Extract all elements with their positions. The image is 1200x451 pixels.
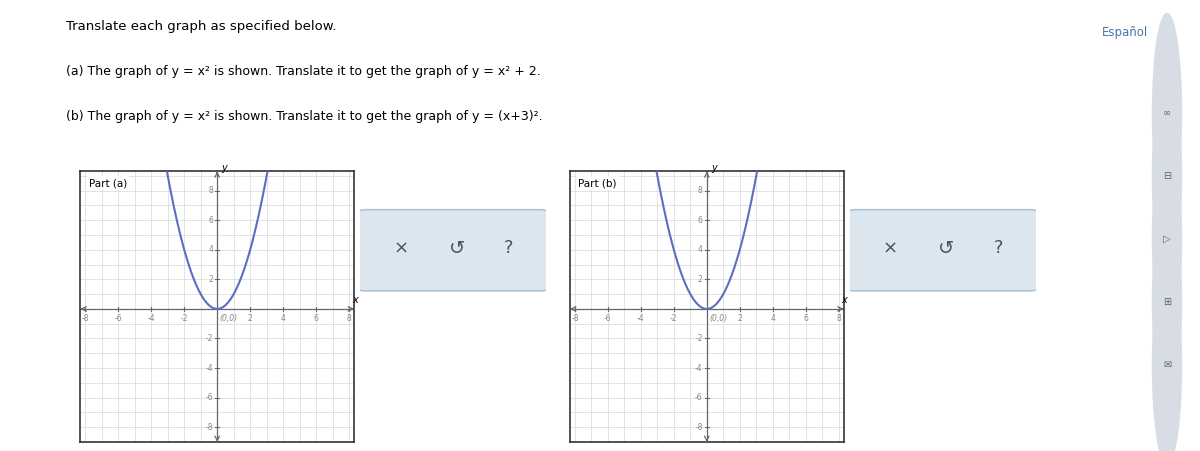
Text: ▷: ▷ — [1163, 234, 1171, 244]
Text: 4: 4 — [698, 245, 703, 254]
Text: (a) The graph of y = x² is shown. Translate it to get the graph of y = x² + 2.: (a) The graph of y = x² is shown. Transl… — [66, 65, 541, 78]
Text: 4: 4 — [209, 245, 214, 254]
Text: -6: -6 — [604, 314, 612, 323]
Circle shape — [1152, 14, 1182, 212]
Text: 8: 8 — [698, 186, 703, 195]
Text: (0,0): (0,0) — [709, 314, 727, 323]
Text: ⊞: ⊞ — [1163, 297, 1171, 307]
FancyBboxPatch shape — [1066, 8, 1184, 58]
Text: (0,0): (0,0) — [220, 314, 238, 323]
Text: x: x — [841, 295, 847, 305]
Text: -2: -2 — [205, 334, 214, 343]
Text: 4: 4 — [281, 314, 286, 323]
Text: -2: -2 — [695, 334, 703, 343]
Text: ×: × — [394, 239, 408, 257]
Text: 6: 6 — [313, 314, 318, 323]
Text: -8: -8 — [571, 314, 578, 323]
FancyBboxPatch shape — [844, 210, 1042, 291]
Text: Español: Español — [1102, 26, 1148, 39]
Text: ✉: ✉ — [1163, 360, 1171, 370]
Text: 8: 8 — [836, 314, 841, 323]
Text: ?: ? — [994, 239, 1003, 257]
Text: y: y — [221, 163, 227, 173]
Text: (b) The graph of y = x² is shown. Translate it to get the graph of y = (x+3)².: (b) The graph of y = x² is shown. Transl… — [66, 110, 542, 124]
Text: ∞: ∞ — [1163, 108, 1171, 118]
Circle shape — [1152, 266, 1182, 451]
Text: 2: 2 — [698, 275, 703, 284]
Text: 2: 2 — [247, 314, 252, 323]
Text: -2: -2 — [670, 314, 678, 323]
Circle shape — [1152, 140, 1182, 338]
Text: -4: -4 — [148, 314, 155, 323]
Text: 6: 6 — [209, 216, 214, 225]
Text: Part (a): Part (a) — [89, 178, 127, 188]
Text: 6: 6 — [803, 314, 808, 323]
Text: 6: 6 — [698, 216, 703, 225]
Text: -8: -8 — [695, 423, 703, 432]
Text: -6: -6 — [695, 393, 703, 402]
Text: y: y — [710, 163, 716, 173]
Circle shape — [1152, 203, 1182, 401]
Text: x: x — [352, 295, 358, 305]
Text: -4: -4 — [637, 314, 644, 323]
Text: ↺: ↺ — [938, 239, 954, 258]
Text: 4: 4 — [770, 314, 775, 323]
Text: 2: 2 — [737, 314, 742, 323]
Text: -8: -8 — [82, 314, 89, 323]
Text: -6: -6 — [114, 314, 122, 323]
Text: Translate each graph as specified below.: Translate each graph as specified below. — [66, 20, 336, 33]
Text: 8: 8 — [347, 314, 352, 323]
Text: -2: -2 — [180, 314, 188, 323]
Text: ?: ? — [504, 239, 514, 257]
Text: -4: -4 — [205, 364, 214, 373]
Text: ⊟: ⊟ — [1163, 171, 1171, 181]
Circle shape — [1152, 77, 1182, 275]
Text: 8: 8 — [209, 186, 214, 195]
Text: Part (b): Part (b) — [578, 178, 617, 188]
Text: -4: -4 — [695, 364, 703, 373]
FancyBboxPatch shape — [354, 210, 552, 291]
Text: ×: × — [883, 239, 898, 257]
Text: ↺: ↺ — [449, 239, 464, 258]
Text: 2: 2 — [209, 275, 214, 284]
Text: -6: -6 — [205, 393, 214, 402]
Text: -8: -8 — [205, 423, 214, 432]
